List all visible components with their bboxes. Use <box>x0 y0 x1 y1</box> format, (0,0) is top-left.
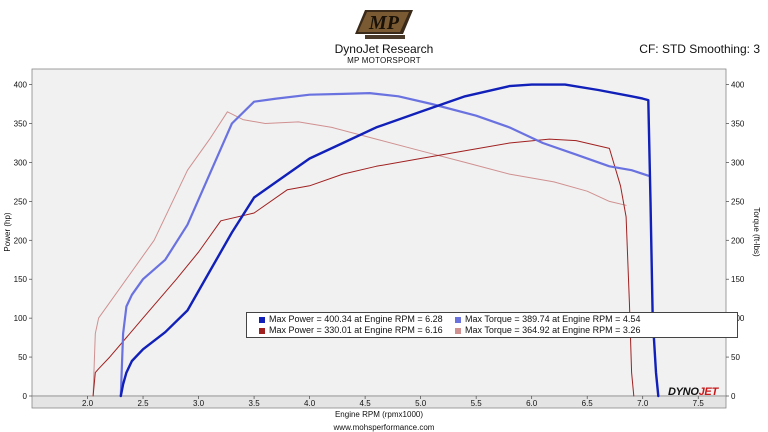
legend-max-power-1: Max Power = 400.34 at Engine RPM = 6.28 <box>269 314 443 325</box>
legend-max-torque-1: Max Torque = 389.74 at Engine RPM = 4.54 <box>465 314 640 325</box>
y-axis-left: 0 50 100 150 200 250 300 350 400 <box>14 81 32 401</box>
y2-axis-title: Torque (ft-lbs) <box>752 207 761 257</box>
x-tick-label: 6.0 <box>526 399 538 408</box>
y2-tick-label: 50 <box>731 353 740 362</box>
y2-tick-label: 350 <box>731 120 745 129</box>
y2-tick-label: 150 <box>731 275 745 284</box>
y2-tick-label: 400 <box>731 81 745 90</box>
x-axis-band <box>32 396 726 408</box>
legend-swatch-light-blue <box>455 317 461 323</box>
y-tick-label: 350 <box>14 120 28 129</box>
y2-tick-label: 200 <box>731 236 745 245</box>
x-tick-label: 5.0 <box>415 399 427 408</box>
dynojet-logo: DYNOJET <box>668 386 718 398</box>
x-tick-label: 7.0 <box>637 399 649 408</box>
footer-url: www.mohsperformance.com <box>0 423 768 432</box>
y-tick-label: 250 <box>14 197 28 206</box>
x-tick-label: 7.5 <box>693 399 705 408</box>
y-tick-label: 300 <box>14 158 28 167</box>
legend-swatch-dark-blue <box>259 317 265 323</box>
x-tick-label: 6.5 <box>582 399 594 408</box>
y-axis-title: Power (hp) <box>3 212 12 251</box>
chart-legend: Max Power = 400.34 at Engine RPM = 6.28 … <box>246 312 738 338</box>
legend-swatch-light-red <box>455 328 461 334</box>
y-tick-label: 150 <box>14 275 28 284</box>
legend-swatch-dark-red <box>259 328 265 334</box>
x-tick-label: 3.0 <box>193 399 205 408</box>
y-tick-label: 0 <box>23 392 28 401</box>
x-tick-label: 5.5 <box>471 399 483 408</box>
x-tick-label: 2.0 <box>82 399 94 408</box>
x-tick-label: 2.5 <box>137 399 149 408</box>
x-tick-label: 4.0 <box>304 399 316 408</box>
x-tick-label: 3.5 <box>249 399 261 408</box>
y-tick-label: 200 <box>14 236 28 245</box>
legend-max-power-2: Max Power = 330.01 at Engine RPM = 6.16 <box>269 325 443 336</box>
y2-tick-label: 250 <box>731 197 745 206</box>
x-tick-label: 4.5 <box>360 399 372 408</box>
y-tick-label: 400 <box>14 81 28 90</box>
dynojet-logo-suffix: JET <box>699 386 718 398</box>
y-tick-label: 100 <box>14 314 28 323</box>
plot-area <box>32 69 726 396</box>
y-tick-label: 50 <box>18 353 27 362</box>
legend-max-torque-2: Max Torque = 364.92 at Engine RPM = 3.26 <box>465 325 640 336</box>
x-axis-title: Engine RPM (rpmx1000) <box>335 410 423 419</box>
y2-tick-label: 0 <box>731 392 736 401</box>
y2-tick-label: 300 <box>731 158 745 167</box>
dynojet-logo-prefix: DYNO <box>668 386 699 398</box>
